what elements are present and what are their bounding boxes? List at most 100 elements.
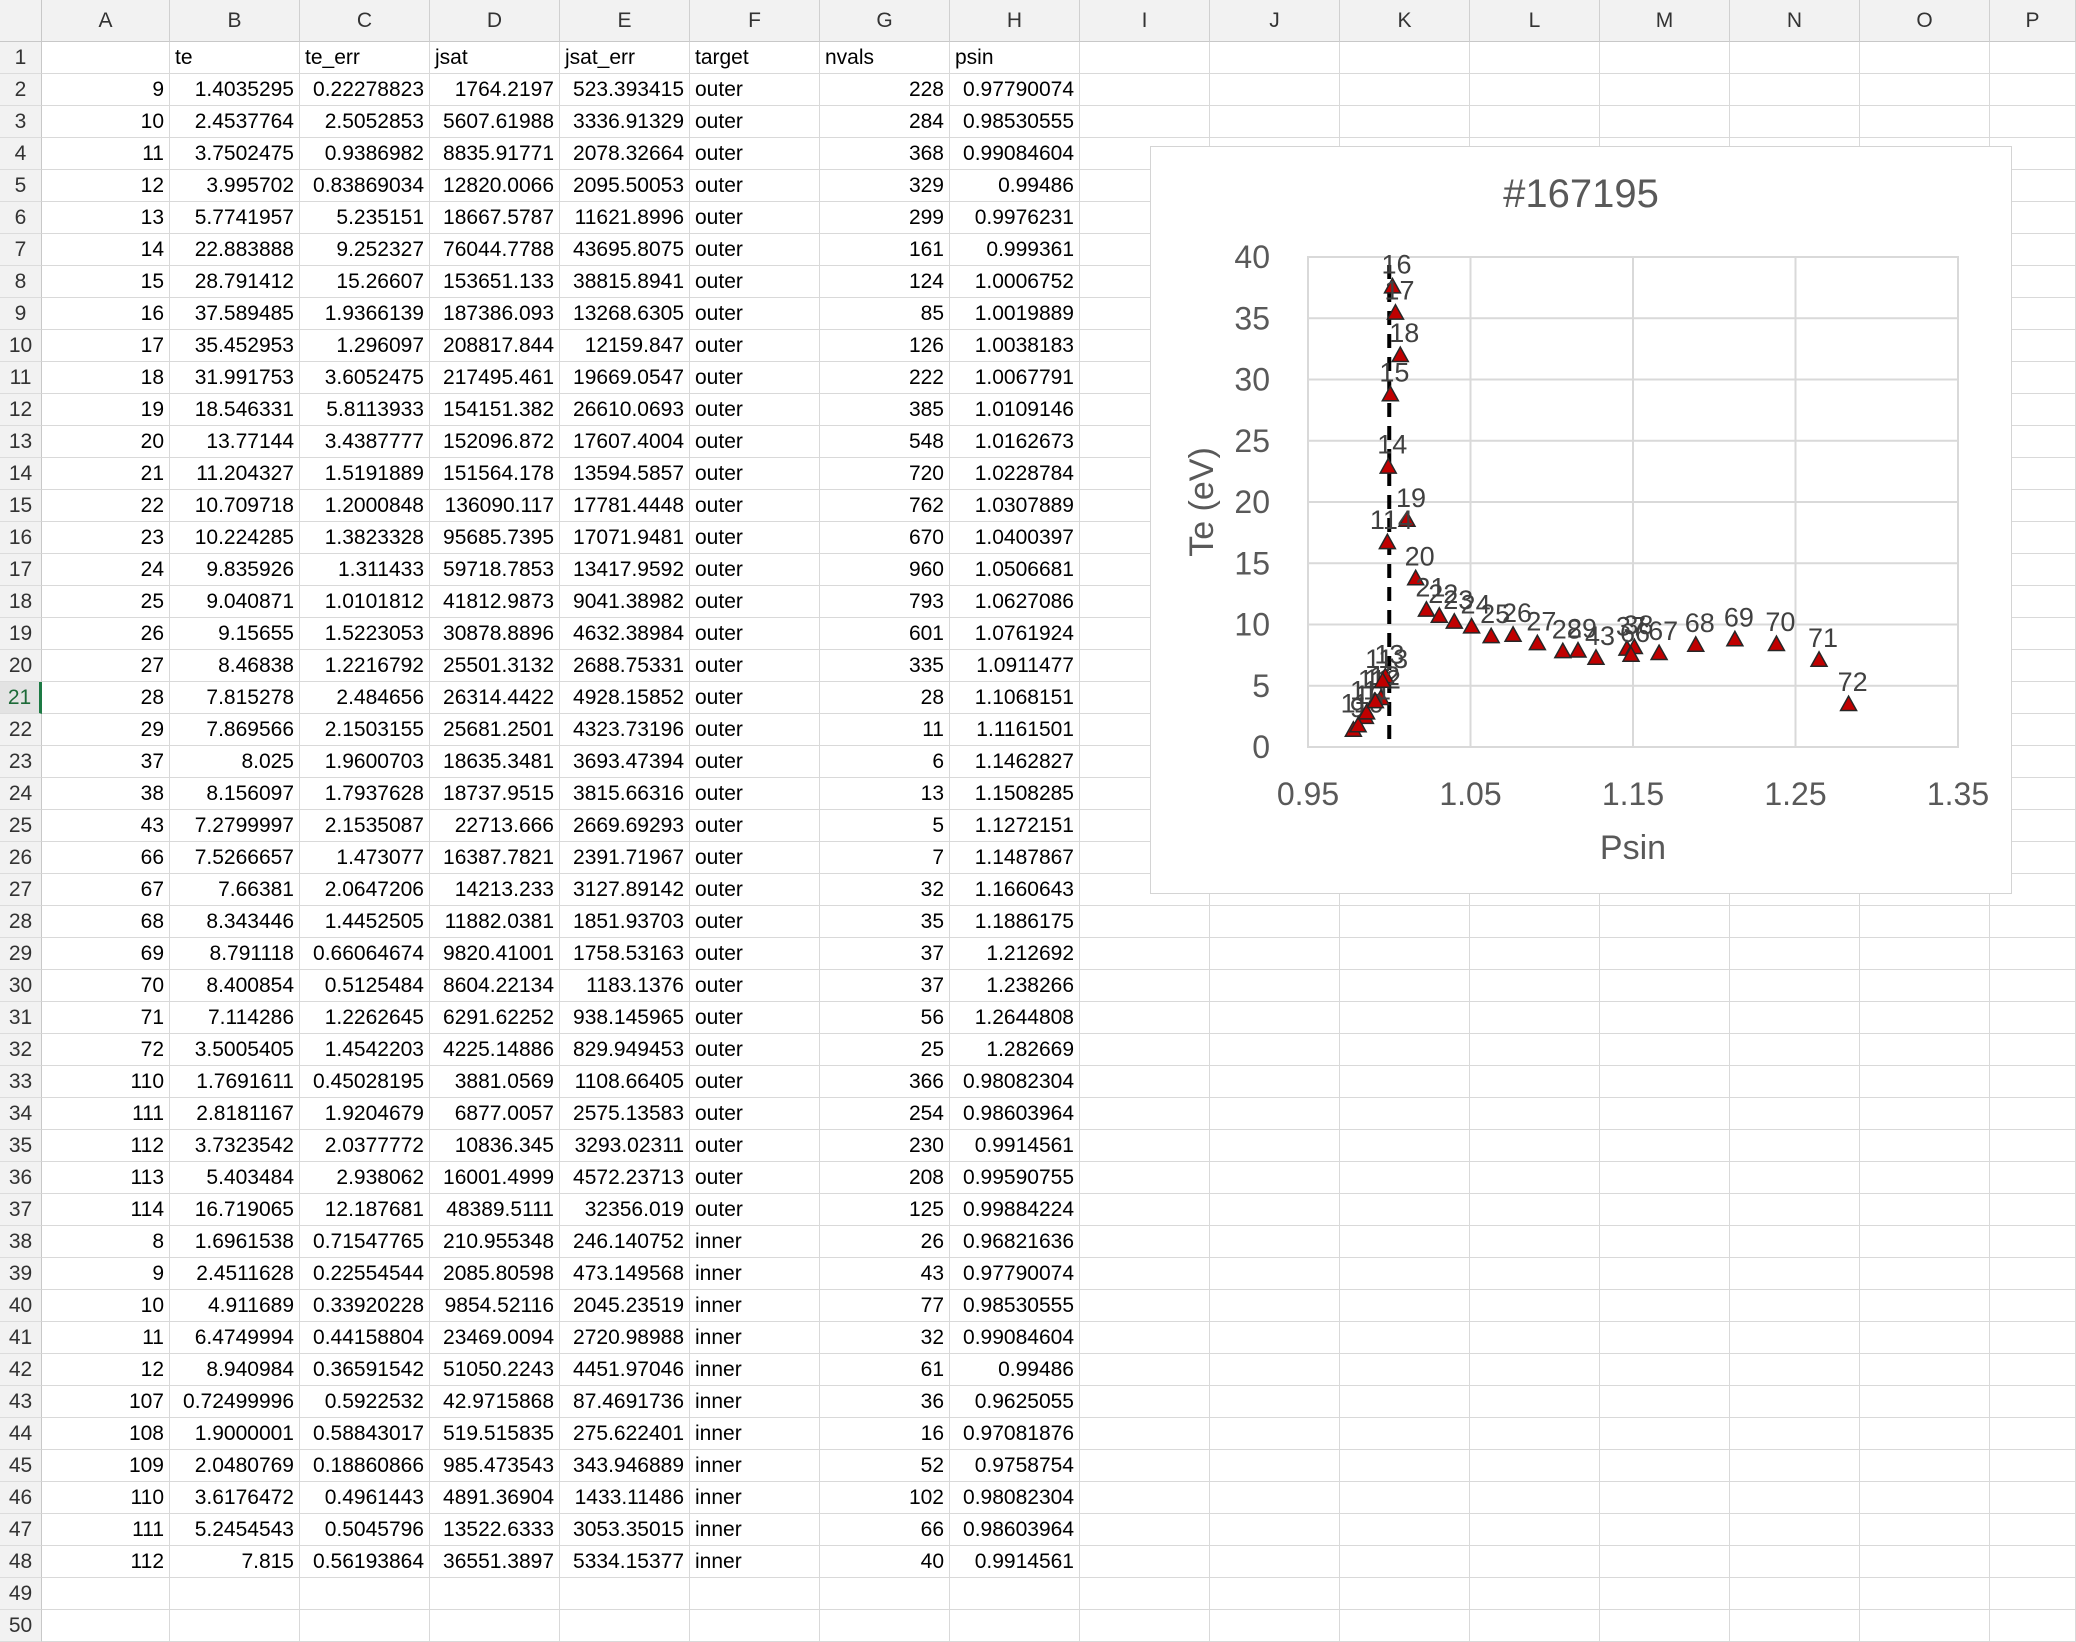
row-header-47[interactable]: 47	[0, 1514, 42, 1546]
cell-c14[interactable]: 1.5191889	[300, 458, 430, 490]
cell-g41[interactable]: 32	[820, 1322, 950, 1354]
cell-d30[interactable]: 8604.22134	[430, 970, 560, 1002]
cell-p34[interactable]	[1990, 1098, 2076, 1130]
cell-k36[interactable]	[1340, 1162, 1470, 1194]
cell-e26[interactable]: 2391.71967	[560, 842, 690, 874]
cell-c11[interactable]: 3.6052475	[300, 362, 430, 394]
row-header-40[interactable]: 40	[0, 1290, 42, 1322]
cell-f11[interactable]: outer	[690, 362, 820, 394]
cell-i49[interactable]	[1080, 1578, 1210, 1610]
cell-n2[interactable]	[1730, 74, 1860, 106]
cell-h37[interactable]: 0.99884224	[950, 1194, 1080, 1226]
column-header-a[interactable]: A	[42, 0, 170, 42]
cell-a18[interactable]: 25	[42, 586, 170, 618]
cell-p32[interactable]	[1990, 1034, 2076, 1066]
cell-l33[interactable]	[1470, 1066, 1600, 1098]
cell-f32[interactable]: outer	[690, 1034, 820, 1066]
cell-h1[interactable]: psin	[950, 42, 1080, 74]
cell-i29[interactable]	[1080, 938, 1210, 970]
cell-b21[interactable]: 7.815278	[170, 682, 300, 714]
cell-a15[interactable]: 22	[42, 490, 170, 522]
cell-c44[interactable]: 0.58843017	[300, 1418, 430, 1450]
cell-k39[interactable]	[1340, 1258, 1470, 1290]
cell-p3[interactable]	[1990, 106, 2076, 138]
cell-c10[interactable]: 1.296097	[300, 330, 430, 362]
cell-h12[interactable]: 1.0109146	[950, 394, 1080, 426]
cell-b41[interactable]: 6.4749994	[170, 1322, 300, 1354]
cell-o50[interactable]	[1860, 1610, 1990, 1642]
cell-j1[interactable]	[1210, 42, 1340, 74]
cell-b48[interactable]: 7.815	[170, 1546, 300, 1578]
cell-h42[interactable]: 0.99486	[950, 1354, 1080, 1386]
cell-c13[interactable]: 3.4387777	[300, 426, 430, 458]
cell-d6[interactable]: 18667.5787	[430, 202, 560, 234]
cell-i35[interactable]	[1080, 1130, 1210, 1162]
cell-a27[interactable]: 67	[42, 874, 170, 906]
cell-k1[interactable]	[1340, 42, 1470, 74]
cell-a1[interactable]	[42, 42, 170, 74]
cell-a17[interactable]: 24	[42, 554, 170, 586]
cell-b8[interactable]: 28.791412	[170, 266, 300, 298]
cell-o48[interactable]	[1860, 1546, 1990, 1578]
cell-f8[interactable]: outer	[690, 266, 820, 298]
cell-g11[interactable]: 222	[820, 362, 950, 394]
cell-b15[interactable]: 10.709718	[170, 490, 300, 522]
row-header-45[interactable]: 45	[0, 1450, 42, 1482]
cell-h8[interactable]: 1.0006752	[950, 266, 1080, 298]
cell-h33[interactable]: 0.98082304	[950, 1066, 1080, 1098]
cell-m28[interactable]	[1600, 906, 1730, 938]
cell-c40[interactable]: 0.33920228	[300, 1290, 430, 1322]
cell-l47[interactable]	[1470, 1514, 1600, 1546]
cell-j29[interactable]	[1210, 938, 1340, 970]
cell-i1[interactable]	[1080, 42, 1210, 74]
cell-f46[interactable]: inner	[690, 1482, 820, 1514]
cell-h24[interactable]: 1.1508285	[950, 778, 1080, 810]
cell-f2[interactable]: outer	[690, 74, 820, 106]
cell-d19[interactable]: 30878.8896	[430, 618, 560, 650]
cell-o35[interactable]	[1860, 1130, 1990, 1162]
cell-d4[interactable]: 8835.91771	[430, 138, 560, 170]
cell-f22[interactable]: outer	[690, 714, 820, 746]
cell-k33[interactable]	[1340, 1066, 1470, 1098]
cell-j3[interactable]	[1210, 106, 1340, 138]
cell-c50[interactable]	[300, 1610, 430, 1642]
cell-f3[interactable]: outer	[690, 106, 820, 138]
cell-i50[interactable]	[1080, 1610, 1210, 1642]
cell-k28[interactable]	[1340, 906, 1470, 938]
select-all-corner[interactable]	[0, 0, 42, 42]
cell-n35[interactable]	[1730, 1130, 1860, 1162]
cell-j37[interactable]	[1210, 1194, 1340, 1226]
cell-b27[interactable]: 7.66381	[170, 874, 300, 906]
cell-f42[interactable]: inner	[690, 1354, 820, 1386]
cell-b1[interactable]: te	[170, 42, 300, 74]
cell-e3[interactable]: 3336.91329	[560, 106, 690, 138]
cell-h39[interactable]: 0.97790074	[950, 1258, 1080, 1290]
cell-b26[interactable]: 7.5266657	[170, 842, 300, 874]
cell-h13[interactable]: 1.0162673	[950, 426, 1080, 458]
cell-f38[interactable]: inner	[690, 1226, 820, 1258]
cell-n43[interactable]	[1730, 1386, 1860, 1418]
cell-l29[interactable]	[1470, 938, 1600, 970]
cell-d44[interactable]: 519.515835	[430, 1418, 560, 1450]
cell-h31[interactable]: 1.2644808	[950, 1002, 1080, 1034]
cell-d18[interactable]: 41812.9873	[430, 586, 560, 618]
cell-o39[interactable]	[1860, 1258, 1990, 1290]
cell-a43[interactable]: 107	[42, 1386, 170, 1418]
cell-g29[interactable]: 37	[820, 938, 950, 970]
row-header-16[interactable]: 16	[0, 522, 42, 554]
cell-c1[interactable]: te_err	[300, 42, 430, 74]
cell-o40[interactable]	[1860, 1290, 1990, 1322]
row-header-32[interactable]: 32	[0, 1034, 42, 1066]
cell-b31[interactable]: 7.114286	[170, 1002, 300, 1034]
cell-l41[interactable]	[1470, 1322, 1600, 1354]
cell-c8[interactable]: 15.26607	[300, 266, 430, 298]
cell-m37[interactable]	[1600, 1194, 1730, 1226]
cell-g37[interactable]: 125	[820, 1194, 950, 1226]
cell-a38[interactable]: 8	[42, 1226, 170, 1258]
cell-a47[interactable]: 111	[42, 1514, 170, 1546]
cell-g12[interactable]: 385	[820, 394, 950, 426]
cell-c15[interactable]: 1.2000848	[300, 490, 430, 522]
cell-m41[interactable]	[1600, 1322, 1730, 1354]
cell-p42[interactable]	[1990, 1354, 2076, 1386]
cell-c20[interactable]: 1.2216792	[300, 650, 430, 682]
